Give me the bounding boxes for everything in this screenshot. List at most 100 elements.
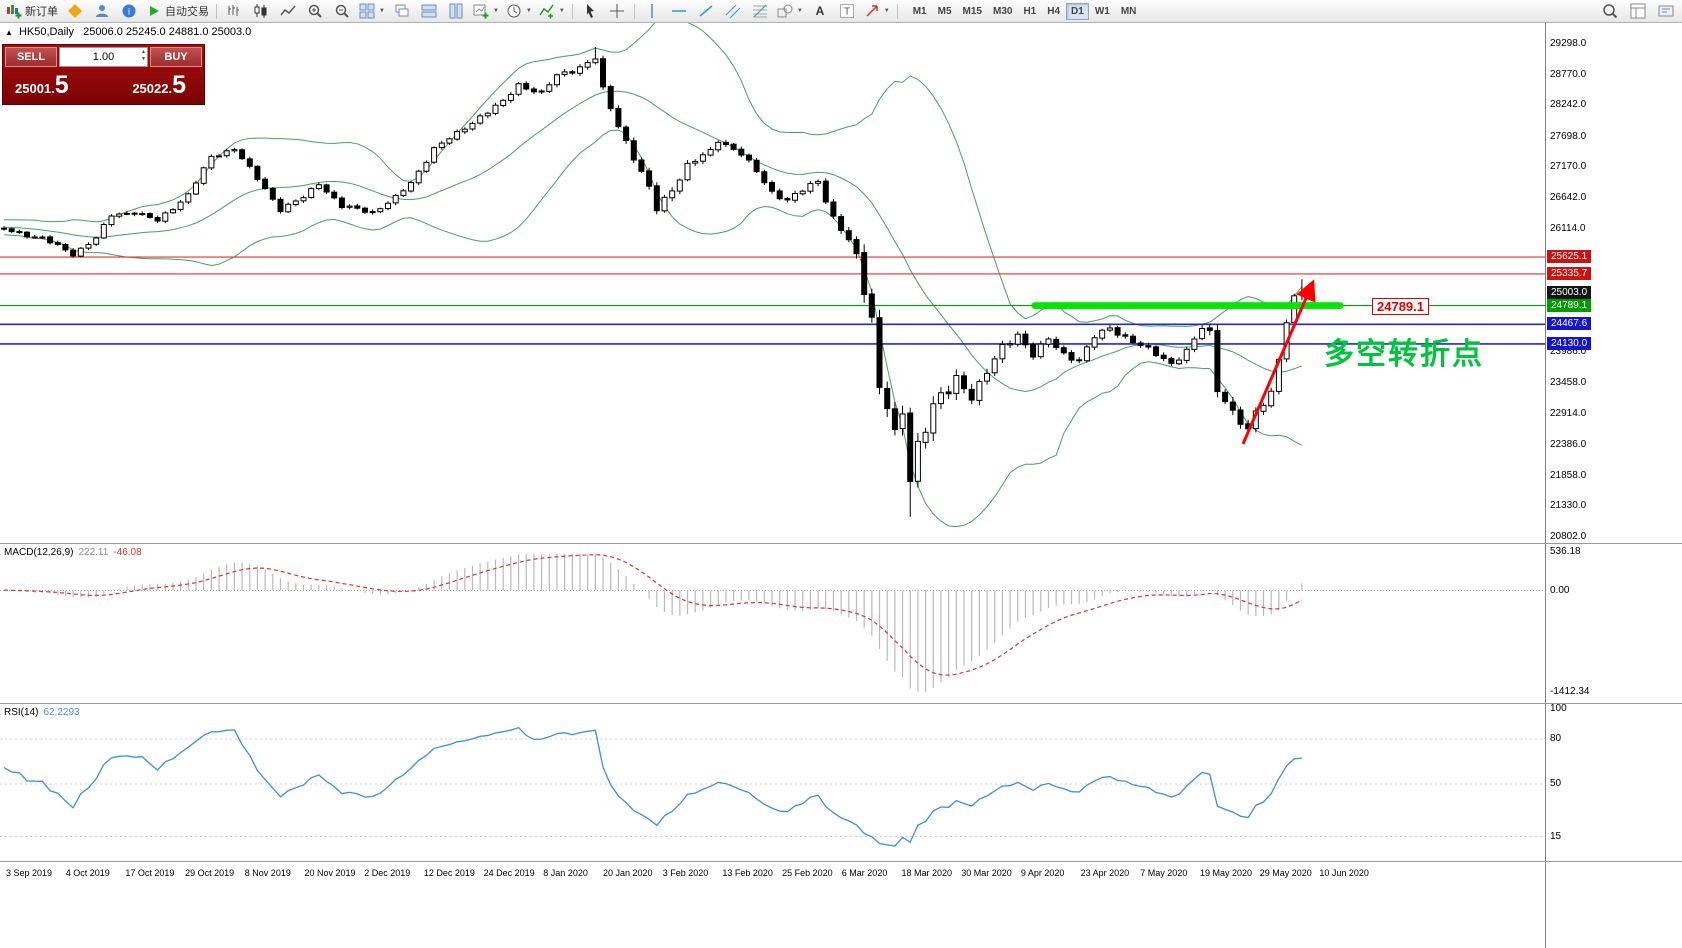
new-chart-button[interactable]: ▼ — [470, 0, 502, 22]
toolbar-separator — [216, 3, 217, 19]
tile-horizontal-button[interactable] — [416, 0, 442, 22]
cascade-windows-button[interactable] — [389, 0, 415, 22]
line-chart-button[interactable] — [275, 0, 301, 22]
macd-panel[interactable]: MACD(12,26,9) 222.11 -46.08 — [0, 545, 1545, 703]
new-order-icon — [7, 5, 22, 19]
vertical-line-button[interactable] — [639, 0, 665, 22]
price-axis-label: 22914.0 — [1550, 408, 1587, 420]
rsi-canvas[interactable] — [0, 705, 1545, 861]
time-axis[interactable]: 3 Sep 2019 4 Oct 2019 17 Oct 2019 29 Oct 20… — [0, 861, 1545, 885]
macd-header: MACD(12,26,9) 222.11 -46.08 — [4, 547, 142, 558]
layouts-button[interactable] — [1625, 0, 1651, 22]
crosshair-button[interactable] — [604, 0, 630, 22]
tile-horizontal-icon — [421, 4, 437, 18]
chart-ohlc-readout: 25006.0 25245.0 24881.0 25003.0 — [83, 26, 252, 38]
price-axis-label: 23986.0 — [1550, 346, 1587, 358]
rsi-axis-label: 15 — [1550, 830, 1562, 842]
info-icon: i — [122, 4, 136, 18]
sell-price: 25001. 5 — [15, 71, 69, 100]
timeframe-M15[interactable]: M15 — [958, 3, 987, 20]
indicators-icon — [539, 4, 554, 19]
indicators-button[interactable]: ▼ — [536, 0, 568, 22]
zoom-out-button[interactable] — [329, 0, 355, 22]
macd-axis-label: 0.00 — [1550, 584, 1570, 596]
time-axis-label: 2 Dec 2019 — [364, 868, 411, 878]
time-axis-label: 24 Dec 2019 — [483, 868, 535, 878]
tile-windows-button[interactable]: ▼ — [356, 0, 388, 22]
time-axis-label: 9 Apr 2020 — [1020, 868, 1065, 878]
tile-vertical-button[interactable] — [443, 0, 469, 22]
bar-chart-button[interactable] — [221, 0, 247, 22]
text-button[interactable]: A — [807, 0, 833, 22]
shapes-button[interactable]: ▼ — [774, 0, 806, 22]
candlestick-chart-button[interactable] — [248, 0, 274, 22]
mq-logo-icon — [68, 4, 82, 18]
panels-button[interactable] — [1653, 0, 1679, 22]
macd-canvas[interactable] — [0, 545, 1545, 703]
autotrading-button[interactable]: 自动交易 — [143, 0, 212, 22]
macd-axis-label: 536.18 — [1550, 546, 1581, 557]
fibonacci-button[interactable] — [747, 0, 773, 22]
timeframe-M30[interactable]: M30 — [988, 3, 1017, 20]
timeframe-W1[interactable]: W1 — [1090, 3, 1115, 20]
macd-value: 222.11 — [78, 547, 109, 558]
tile-vertical-icon — [449, 3, 463, 19]
toolbar-separator — [571, 3, 573, 19]
arrows-button[interactable]: ▼ — [861, 0, 893, 22]
rsi-label: RSI(14) — [4, 707, 39, 718]
timeframe-H1[interactable]: H1 — [1018, 3, 1041, 20]
caret-icon: ▼ — [492, 8, 499, 14]
arrow-icon — [866, 5, 878, 17]
main-chart-panel[interactable]: ▲ HK50,Daily 25006.0 25245.0 24881.0 250… — [0, 23, 1545, 543]
new-order-button[interactable]: 新订单 — [3, 0, 61, 22]
period-button[interactable]: ▼ — [503, 0, 535, 22]
panel-splitter[interactable] — [0, 543, 1682, 544]
timeframe-M1[interactable]: M1 — [908, 3, 932, 20]
layouts-icon — [1630, 3, 1646, 19]
buy-button[interactable]: BUY — [150, 47, 202, 67]
time-axis-label: 20 Jan 2020 — [603, 868, 653, 878]
help-button[interactable]: i — [116, 0, 142, 22]
price-line-label: 25003.0 — [1547, 286, 1592, 300]
time-axis-label: 18 Mar 2020 — [901, 868, 953, 878]
channel-button[interactable] — [720, 0, 746, 22]
timeframe-H4[interactable]: H4 — [1042, 3, 1065, 20]
horizontal-line-button[interactable] — [666, 0, 692, 22]
price-axis[interactable]: 29298.0 28770.0 28242.0 27698.0 27170.0 26642… — [1545, 23, 1682, 948]
community-button[interactable] — [89, 0, 115, 22]
main-chart-canvas[interactable] — [0, 23, 1545, 543]
time-axis-label: 23 Apr 2020 — [1080, 868, 1130, 878]
cursor-button[interactable] — [577, 0, 603, 22]
macd-axis-label: -1412.34 — [1550, 686, 1590, 697]
one-click-trading-panel[interactable]: SELL 1.00 ▲ ▼ BUY 25001. 5 25022. 5 — [2, 44, 205, 105]
text-label-button[interactable]: T — [834, 0, 860, 22]
trendline-button[interactable] — [693, 0, 719, 22]
panel-splitter[interactable] — [0, 703, 1682, 704]
time-axis-label: 10 Jun 2020 — [1319, 868, 1369, 878]
timeframe-D1[interactable]: D1 — [1066, 2, 1089, 20]
rsi-panel[interactable]: RSI(14) 62.2293 — [0, 705, 1545, 861]
time-axis-label: 29 Oct 2019 — [185, 868, 235, 878]
caret-icon: ▼ — [558, 8, 565, 14]
sell-price-small: 25001. — [15, 81, 55, 96]
cursor-icon — [586, 4, 594, 18]
caret-icon: ▼ — [883, 8, 890, 14]
clock-icon — [507, 4, 521, 18]
stepper-down-icon[interactable]: ▼ — [141, 56, 146, 62]
price-line-label: 24130.0 — [1547, 336, 1592, 350]
search-button[interactable] — [1597, 0, 1623, 22]
buy-price-small: 25022. — [132, 81, 173, 96]
timeframe-M5[interactable]: M5 — [933, 3, 957, 20]
zoom-in-button[interactable] — [302, 0, 328, 22]
mq-logo-button[interactable] — [62, 0, 88, 22]
time-axis-label: 3 Sep 2019 — [6, 868, 53, 878]
svg-text:i: i — [128, 7, 130, 17]
volume-value: 1.00 — [92, 51, 115, 63]
vertical-line-icon — [651, 4, 653, 18]
stepper-up-icon[interactable]: ▲ — [141, 49, 146, 55]
timeframe-MN[interactable]: MN — [1116, 3, 1142, 20]
price-axis-label: 21858.0 — [1550, 469, 1587, 481]
volume-input[interactable]: 1.00 ▲ ▼ — [59, 47, 148, 67]
sell-button[interactable]: SELL — [5, 47, 57, 67]
volume-stepper[interactable]: ▲ ▼ — [141, 49, 146, 63]
